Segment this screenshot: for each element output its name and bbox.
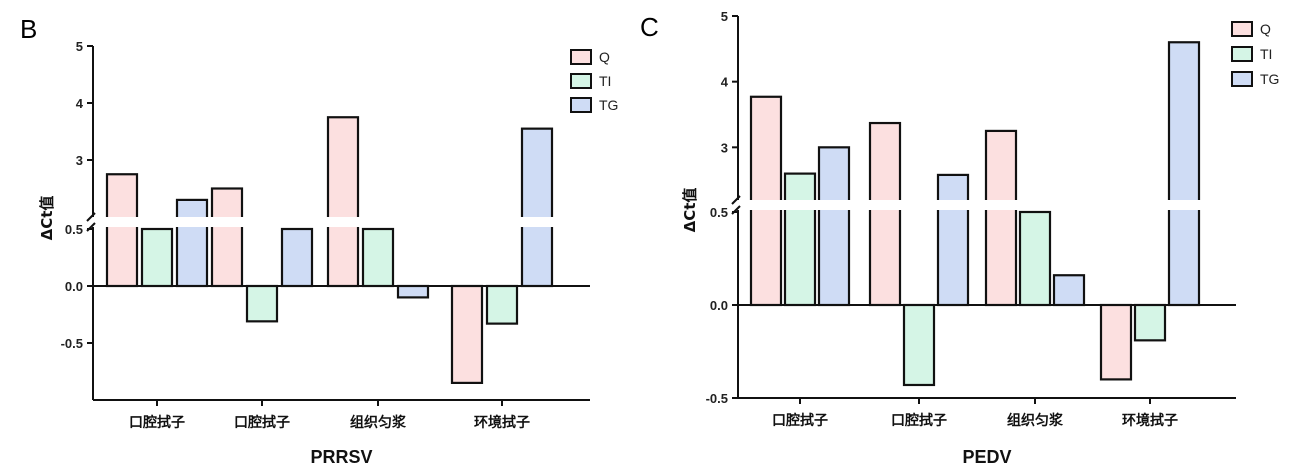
y-tick-label: 0.0: [65, 279, 83, 294]
y-tick-label: 5: [721, 9, 728, 24]
legend-label-q: Q: [599, 49, 610, 65]
x-axis-title: PRRSV: [310, 447, 372, 467]
bar-q-4: [1099, 303, 1133, 381]
bar-tg-1: [175, 198, 209, 288]
y-axis-title: ΔCt值: [681, 188, 699, 233]
panel-label: C: [640, 12, 659, 42]
legend-label-q: Q: [1260, 21, 1271, 37]
legend-label-tg: TG: [1260, 71, 1279, 87]
bar-tg-4: [1167, 41, 1201, 307]
x-axis-title: PEDV: [962, 447, 1011, 467]
axis-break-gap: [79, 217, 596, 227]
panel-label: B: [20, 14, 37, 44]
x-tick-label: 环境拭子: [1122, 412, 1178, 429]
y-tick-label: 4: [721, 75, 729, 90]
legend-label-ti: TI: [599, 73, 611, 89]
y-tick-label: -0.5: [706, 391, 728, 406]
x-tick-label: 口腔拭子: [129, 414, 185, 431]
bar-tg-3: [396, 284, 430, 299]
bar-ti-4: [1133, 303, 1167, 342]
bar-ti-1: [140, 227, 174, 288]
bar-q-2: [210, 187, 244, 288]
x-tick-label: 组织匀浆: [350, 414, 407, 431]
bar-q-1: [105, 173, 139, 288]
bar-q-3: [326, 116, 360, 288]
chart-panel-prrsv: B 口腔拭子 口腔拭子 组织匀浆 环境拭子 -0.5 0.0 0.5 3 4 5 PRRSV ΔCt值 Q…: [20, 14, 618, 467]
y-tick-label: 3: [76, 153, 83, 168]
y-tick-label: 4: [76, 96, 84, 111]
x-tick-label: 环境拭子: [474, 414, 530, 431]
legend-swatch-tg: [1231, 71, 1253, 87]
bar-q-3: [984, 129, 1018, 307]
legend-label-ti: TI: [1260, 46, 1272, 62]
bar-ti-2: [245, 284, 279, 323]
x-tick-label: 口腔拭子: [772, 412, 828, 429]
legend-swatch-q: [1231, 21, 1253, 37]
bar-ti-2: [902, 303, 936, 387]
legend-swatch-ti: [1231, 46, 1253, 62]
x-tick-label: 口腔拭子: [234, 414, 290, 431]
axis-break-mark: [86, 212, 96, 222]
bar-q-2: [868, 121, 902, 307]
bar-ti-3: [361, 227, 395, 288]
legend-label-tg: TG: [599, 97, 618, 113]
bar-ti-3: [1018, 210, 1052, 307]
y-axis-title: ΔCt值: [38, 196, 56, 241]
legend-swatch-tg: [570, 97, 592, 113]
bar-tg-3: [1052, 274, 1086, 307]
legend-swatch-ti: [570, 73, 592, 89]
bar-q-4: [450, 284, 484, 385]
y-tick-label: -0.5: [61, 336, 83, 351]
y-tick-label: 0.0: [710, 298, 728, 313]
bar-ti-4: [485, 284, 519, 325]
y-tick-label: 3: [721, 140, 728, 155]
legend-swatch-q: [570, 49, 592, 65]
y-tick-label: 5: [76, 39, 83, 54]
bar-ti-1: [783, 172, 817, 307]
axis-break-gap: [724, 200, 1242, 210]
bar-tg-4: [520, 127, 554, 288]
bar-tg-1: [817, 146, 851, 307]
x-tick-label: 组织匀浆: [1007, 412, 1064, 429]
y-tick-label: 0.5: [710, 205, 728, 220]
y-tick-label: 0.5: [65, 222, 83, 237]
axis-break-mark: [731, 195, 741, 205]
x-tick-label: 口腔拭子: [891, 412, 947, 429]
bar-tg-2: [280, 227, 314, 288]
bar-tg-2: [936, 173, 970, 307]
